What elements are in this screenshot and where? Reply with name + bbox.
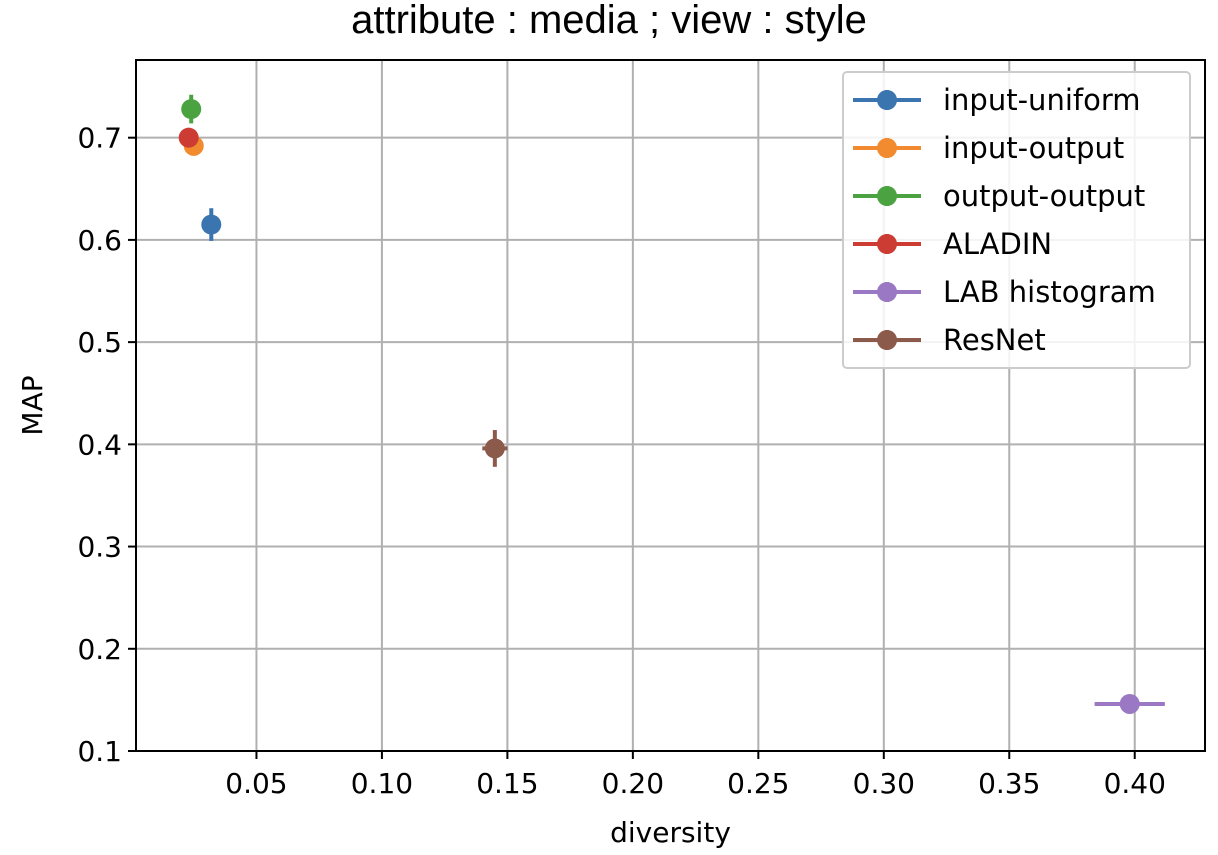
data-point-resnet	[482, 430, 508, 467]
data-marker	[178, 127, 199, 148]
legend-label: input-uniform	[943, 83, 1141, 117]
legend: input-uniform input-output output-output AL…	[842, 71, 1191, 369]
y-tick-label: 0.5	[77, 326, 122, 359]
x-tick-label: 0.20	[602, 767, 664, 800]
data-marker	[181, 99, 202, 120]
legend-label: ResNet	[943, 323, 1046, 357]
data-point-output-output	[181, 94, 202, 124]
legend-label: input-output	[943, 131, 1124, 165]
plot-frame	[135, 59, 1206, 752]
legend-item: LAB histogram	[853, 275, 1156, 309]
legend-marker	[877, 282, 897, 302]
legend-label: ALADIN	[943, 227, 1052, 261]
y-tick-label: 0.4	[77, 428, 122, 461]
x-tick-label: 0.10	[351, 767, 413, 800]
legend-item: output-output	[853, 179, 1145, 213]
y-tick-label: 0.6	[77, 224, 122, 257]
data-point-lab-histogram	[1094, 693, 1165, 714]
x-tick-label: 0.15	[476, 767, 538, 800]
legend-marker	[877, 90, 897, 110]
legend-marker	[877, 330, 897, 350]
x-tick-label: 0.30	[853, 767, 915, 800]
legend-marker	[877, 234, 897, 254]
x-axis-label: diversity	[610, 816, 731, 849]
legend-item: input-output	[853, 131, 1124, 165]
y-tick-label: 0.1	[77, 735, 122, 768]
data-marker	[484, 438, 505, 459]
chart-title: attribute : media ; view : style	[351, 0, 867, 42]
data-marker	[201, 214, 222, 235]
data-marker	[1119, 693, 1140, 714]
data-point-aladin	[178, 127, 199, 148]
y-tick-label: 0.7	[77, 122, 122, 155]
legend-marker	[877, 138, 897, 158]
y-axis-label: MAP	[16, 375, 49, 435]
x-tick-label: 0.35	[978, 767, 1040, 800]
legend-box	[842, 71, 1191, 369]
legend-label: LAB histogram	[943, 275, 1156, 309]
data-point-input-uniform	[201, 208, 222, 241]
y-tick-label: 0.3	[77, 531, 122, 564]
legend-item: input-uniform	[853, 83, 1141, 117]
legend-item: ALADIN	[853, 227, 1052, 261]
x-tick-label: 0.40	[1104, 767, 1166, 800]
x-tick-label: 0.05	[225, 767, 287, 800]
legend-label: output-output	[943, 179, 1145, 213]
y-tick-label: 0.2	[77, 633, 122, 666]
legend-item: ResNet	[853, 323, 1046, 357]
x-tick-label: 0.25	[727, 767, 789, 800]
legend-marker	[877, 186, 897, 206]
